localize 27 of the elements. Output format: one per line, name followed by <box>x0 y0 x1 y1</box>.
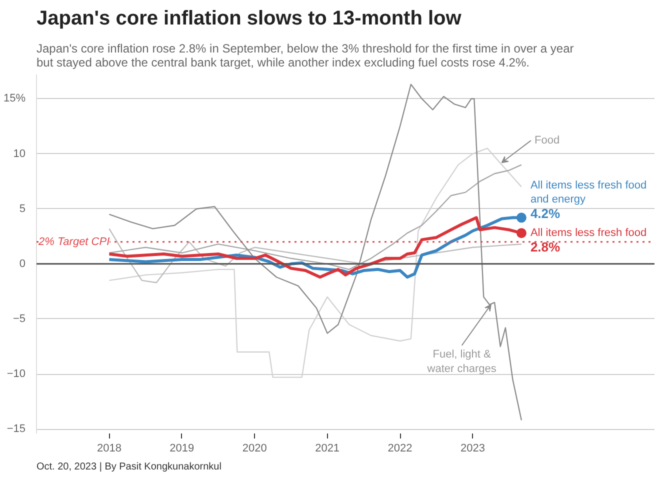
text: Oct. 20, 2023 | By Pasit Kongkunakornkul <box>36 462 222 472</box>
y-tick-label: −15 <box>6 423 26 436</box>
ref-line-label: 2% Target CPI <box>38 236 110 248</box>
y-tick-label: 15% <box>3 92 26 105</box>
data-label: 2.8% <box>530 240 561 255</box>
line-series <box>108 164 522 270</box>
x-tick-label: 2018 <box>96 442 122 454</box>
line-series <box>108 228 522 284</box>
x-tick-label: 2023 <box>460 442 485 454</box>
chart-title: Japan's core inflation slows to 13-month low <box>36 8 462 30</box>
series-label: All items less fresh food <box>530 227 647 240</box>
y-tick-label: 10 <box>13 148 26 160</box>
x-tick-label: 2020 <box>242 442 267 454</box>
x-tick-label: 2022 <box>388 442 412 454</box>
x-tick-label: 2021 <box>315 442 340 454</box>
chart-subtitle: Japan's core inflation rose 2.8% in September, below the 3% threshold for the first time in over a year but stayed above the central bank target, while another index excluding fuel costs rose 4.2%. <box>36 42 574 70</box>
annotation: Food <box>534 134 560 147</box>
line-series <box>108 148 522 378</box>
y-tick-label: 5 <box>19 202 26 215</box>
data-label: 4.2% <box>530 206 561 222</box>
y-tick-label: −10 <box>6 368 26 380</box>
y-tick-label: −5 <box>12 312 26 325</box>
line-series <box>108 84 522 421</box>
annotation: Fuel, light & water charges <box>426 348 497 376</box>
y-tick-label: 0 <box>19 258 26 270</box>
x-tick-label: 2019 <box>170 442 194 454</box>
series-label: All items less fresh food and energy <box>530 179 647 206</box>
